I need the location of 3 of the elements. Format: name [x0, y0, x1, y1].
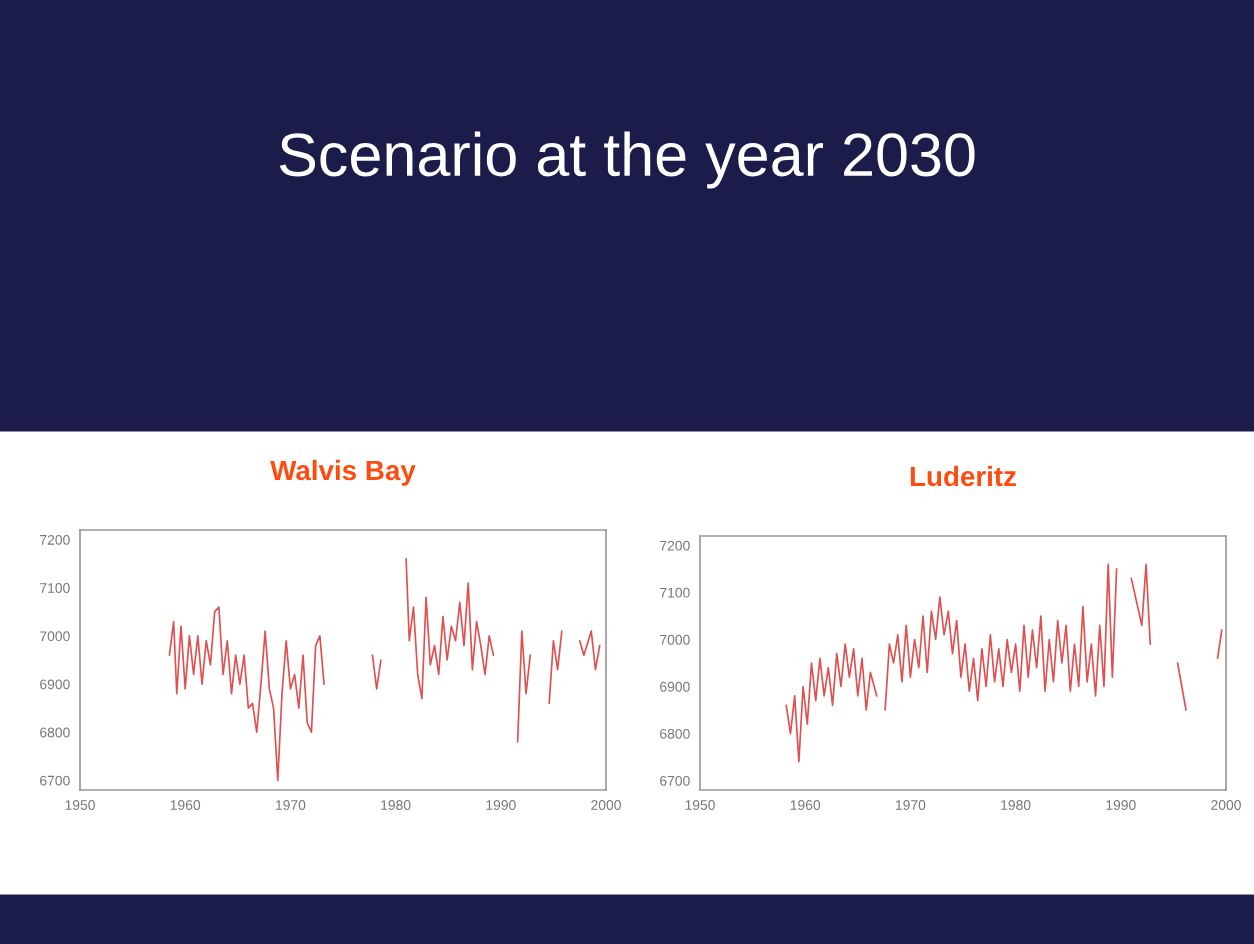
chart-title: Luderitz: [910, 465, 1017, 487]
chart-title: Walvis Bay: [270, 459, 416, 486]
text: Scenario at the year 2030: [279, 131, 975, 189]
